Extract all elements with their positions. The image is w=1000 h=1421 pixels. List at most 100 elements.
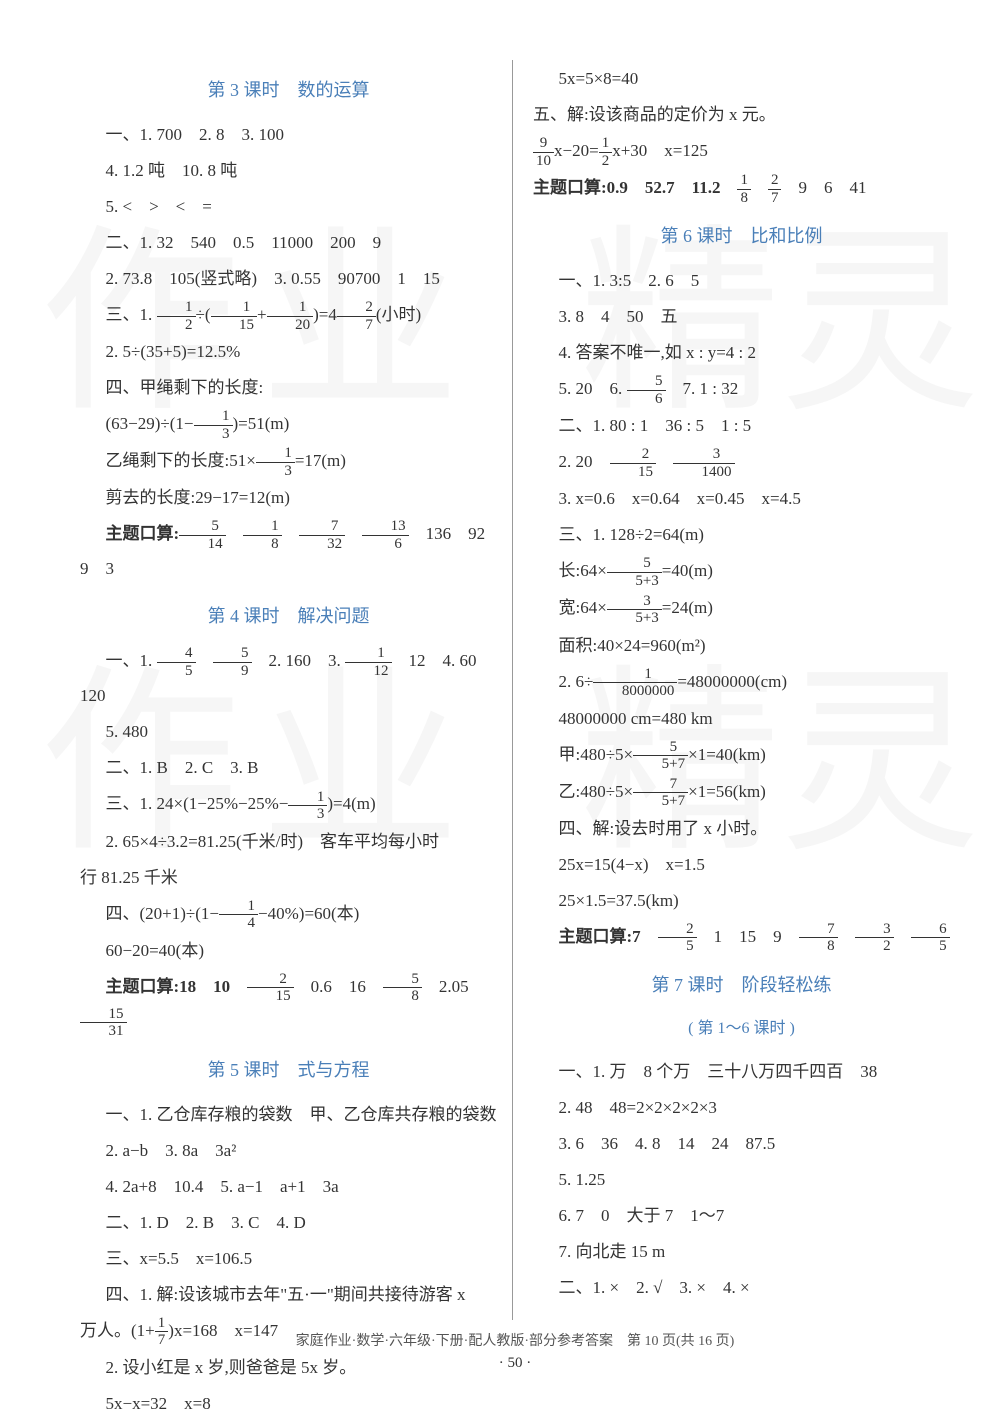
label: 1−25%−25%−	[189, 794, 289, 813]
label: 三、1. 24×	[106, 794, 184, 813]
text-line: 4. 1.2 吨 10. 8 吨	[80, 154, 497, 188]
text-line: 3. 8 4 50 五	[533, 300, 950, 334]
label: =51(m)	[238, 414, 289, 433]
section-6-title: 第 6 课时 比和比例	[533, 218, 950, 254]
fraction: 27	[337, 299, 376, 333]
fraction: 32	[855, 921, 894, 955]
page-content: 第 3 课时 数的运算 一、1. 700 2. 8 3. 100 4. 1.2 …	[80, 60, 950, 1320]
text-line: 二、1. B 2. C 3. B	[80, 751, 497, 785]
fraction: 27	[768, 172, 782, 206]
fraction: 18000000	[593, 666, 677, 700]
text-line: 2. 6÷18000000=48000000(cm)	[533, 665, 950, 700]
text-line: 6. 7 0 大于 7 1～7	[533, 1199, 950, 1233]
text-line: 7. 向北走 15 m	[533, 1235, 950, 1269]
text-line: 剪去的长度:29−17=12(m)	[80, 481, 497, 515]
fraction: 25	[658, 921, 697, 955]
label: 2. 6÷	[559, 672, 594, 691]
label: 主题口算:7	[559, 927, 658, 946]
text-line: 行 81.25 千米	[80, 861, 497, 895]
fraction: 59	[213, 645, 252, 679]
label: =40(m)	[662, 561, 713, 580]
text-line: 面积:40×24=960(m²)	[533, 629, 950, 663]
section-3-title: 第 3 课时 数的运算	[80, 72, 497, 108]
label: 7. 1 : 32	[666, 379, 739, 398]
text-line: 25x=15(4−x) x=1.5	[533, 848, 950, 882]
fraction: 55+7	[633, 739, 688, 773]
fraction: 45	[157, 645, 196, 679]
label: =4(m)	[333, 794, 376, 813]
text-line: 4. 2a+8 10.4 5. a−1 a+1 3a	[80, 1170, 497, 1204]
fraction: 55+3	[607, 555, 662, 589]
text-line: 二、1. × 2. √ 3. × 4. ×	[533, 1271, 950, 1305]
text-line: 主题口算:7 25 1 15 9 78 32 65	[533, 920, 950, 955]
label: 2. 20	[559, 452, 610, 471]
fraction: 35+3	[607, 593, 662, 627]
fraction: 732	[299, 518, 346, 552]
text-line: 一、1. 45 59 2. 160 3. 112 12 4. 60 120	[80, 644, 497, 713]
label: 主题口算:18 10	[106, 977, 248, 996]
label: 主题口算:0.9 52.7 11.2	[533, 178, 737, 197]
fraction: 78	[799, 921, 838, 955]
label: 1−	[201, 904, 219, 923]
text-line: 三、1. 12÷(115+120)=427(小时)	[80, 298, 497, 333]
section-5-title: 第 5 课时 式与方程	[80, 1052, 497, 1088]
text-line: 5. 1.25	[533, 1163, 950, 1197]
text-line: 四、(20+1)÷(1−14−40%)=60(本)	[80, 897, 497, 932]
label: 四、(20+1)÷	[106, 904, 196, 923]
text-line: 宽:64×35+3=24(m)	[533, 591, 950, 626]
text-line: 乙绳剩下的长度:51×13=17(m)	[80, 444, 497, 479]
label: ×1=56(km)	[688, 782, 766, 801]
text-line: 主题口算:0.9 52.7 11.2 18 27 9 6 41	[533, 171, 950, 206]
label: 三、1.	[106, 305, 157, 324]
fraction: 13	[288, 789, 327, 823]
text-line: 3. x=0.6 x=0.64 x=0.45 x=4.5	[533, 482, 950, 516]
label: −40%	[258, 904, 299, 923]
fraction: 56	[627, 373, 666, 407]
label: 9 6 41	[781, 178, 866, 197]
text-line: 三、x=5.5 x=106.5	[80, 1242, 497, 1276]
text-line: 一、1. 乙仓库存粮的袋数 甲、乙仓库共存粮的袋数	[80, 1098, 497, 1132]
text-line: 甲:480÷5×55+7×1=40(km)	[533, 738, 950, 773]
fraction: 75+7	[633, 776, 688, 810]
fraction: 31400	[673, 446, 735, 480]
fraction: 12	[157, 299, 196, 333]
label: =17(m)	[295, 451, 346, 470]
fraction: 120	[267, 299, 314, 333]
text-line: 3. 6 36 4. 8 14 24 87.5	[533, 1127, 950, 1161]
label: 长:64×	[559, 561, 607, 580]
text-line: 三、1. 24×(1−25%−25%−13)=4(m)	[80, 787, 497, 822]
text-line: 2. 20 215 31400	[533, 445, 950, 480]
text-line: (63−29)÷(1−13)=51(m)	[80, 407, 497, 442]
label: 乙:480÷5×	[559, 782, 634, 801]
label: =24(m)	[662, 598, 713, 617]
text-line: 乙:480÷5×75+7×1=56(km)	[533, 775, 950, 810]
left-column: 第 3 课时 数的运算 一、1. 700 2. 8 3. 100 4. 1.2 …	[80, 60, 513, 1320]
text-line: 三、1. 128÷2=64(m)	[533, 518, 950, 552]
fraction: 910	[533, 135, 554, 169]
text-line: 25×1.5=37.5(km)	[533, 884, 950, 918]
text-line: 2. a−b 3. 8a 3a²	[80, 1134, 497, 1168]
label: 1 15 9	[697, 927, 799, 946]
text-line: 二、1. 80 : 1 36 : 5 1 : 5	[533, 409, 950, 443]
label: ×1=40(km)	[688, 745, 766, 764]
label: (63−29)÷	[106, 414, 170, 433]
text-line: 二、1. 32 540 0.5 11000 200 9	[80, 226, 497, 260]
text-line: 四、甲绳剩下的长度:	[80, 371, 497, 405]
section-7-title: 第 7 课时 阶段轻松练	[533, 967, 950, 1003]
text-line: 910x−20=12x+30 x=125	[533, 134, 950, 169]
text-line: 48000000 cm=480 km	[533, 702, 950, 736]
text-line: 二、1. D 2. B 3. C 4. D	[80, 1206, 497, 1240]
fraction: 58	[383, 971, 422, 1005]
fraction: 13	[194, 408, 233, 442]
text-line: 主题口算:514 18 732 136 136 92 9 3	[80, 517, 497, 586]
text-line: 2. 65×4÷3.2=81.25(千米/时) 客车平均每小时	[80, 825, 497, 859]
label: 5. 20 6.	[559, 379, 627, 398]
text-line: 五、解:设该商品的定价为 x 元。	[533, 98, 950, 132]
label: (小时)	[376, 305, 421, 324]
fraction: 65	[911, 921, 950, 955]
label: 主题口算:	[106, 524, 180, 543]
text-line: 5. 20 6. 56 7. 1 : 32	[533, 372, 950, 407]
fraction: 17	[155, 1315, 169, 1349]
label: x−20=	[554, 141, 599, 160]
text-line: 一、1. 3:5 2. 6 5	[533, 264, 950, 298]
